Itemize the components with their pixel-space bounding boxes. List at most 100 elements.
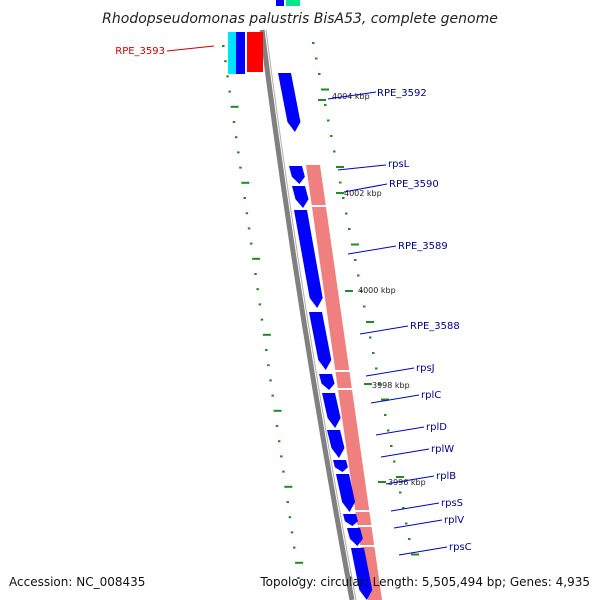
track-dot [273, 409, 282, 412]
track-dot [351, 243, 359, 246]
band-segment [306, 165, 326, 205]
kbp-label: 4000 kbp [358, 286, 396, 295]
track-dot [390, 445, 393, 447]
label-leader-line [365, 367, 415, 377]
accession-text: Accession: NC_008435 [9, 575, 145, 589]
track-dot [324, 104, 327, 106]
kbp-tick [378, 481, 386, 483]
track-dot [297, 577, 300, 579]
band-segment [355, 512, 372, 525]
gene-label[interactable]: RPE_3593 [115, 46, 165, 57]
track-dot [372, 352, 375, 354]
track-dot [405, 522, 408, 525]
track-dot [369, 336, 372, 339]
gene-label[interactable]: RPE_3589 [398, 241, 448, 252]
kbp-tick [318, 99, 326, 101]
track-dot [262, 333, 271, 336]
track-dot [402, 507, 405, 509]
track-dot [381, 398, 389, 401]
track-dot [312, 42, 315, 44]
track-dot [387, 429, 390, 432]
track-dot [360, 290, 363, 292]
gene-label[interactable]: RPE_3592 [377, 88, 427, 99]
feature-rpe-3593[interactable] [228, 32, 263, 74]
gene-label[interactable]: rpsL [388, 159, 410, 170]
label-leader-line [327, 91, 377, 100]
gene-arrow[interactable] [292, 186, 309, 208]
label-leader-line [343, 183, 388, 193]
track-dot [284, 485, 293, 488]
label-leader-line [398, 546, 448, 556]
track-dot [256, 288, 259, 291]
kbp-tick [336, 192, 344, 194]
track-dot [330, 135, 333, 137]
gene-arrow[interactable] [309, 312, 332, 370]
track-dot [348, 228, 351, 230]
gene-arrows [278, 73, 373, 600]
track-dot [411, 553, 419, 556]
red-feature [247, 32, 263, 72]
track-dot [384, 414, 387, 416]
track-dot [345, 212, 348, 215]
gene-label[interactable]: rpsC [449, 542, 472, 553]
band-segment [338, 390, 370, 510]
label-leader-line [166, 45, 215, 52]
gene-labels: RPE_3593 RPE_3592 rpsL RPE_3590 RPE_3589 RPE_… [115, 45, 472, 556]
track-dot [408, 538, 411, 540]
track-dot [252, 257, 261, 260]
gene-label[interactable]: rplW [431, 444, 454, 455]
gene-arrow[interactable] [294, 210, 323, 308]
track-dot [363, 305, 366, 308]
gene-label[interactable]: rplC [421, 390, 441, 401]
track-dot [393, 460, 396, 463]
track-dot [228, 90, 231, 93]
label-leader-line [337, 164, 387, 171]
kbp-label: 3996 kbp [388, 478, 426, 487]
track-dot [366, 321, 374, 323]
track-dot [222, 45, 225, 47]
gene-arrow[interactable] [322, 393, 341, 428]
track-dot [354, 259, 357, 261]
gene-label[interactable]: RPE_3588 [410, 321, 460, 332]
gene-label[interactable]: rpsJ [416, 363, 435, 374]
track-dot [321, 88, 329, 91]
track-dot [232, 121, 236, 123]
track-dot [258, 303, 262, 306]
gene-label[interactable]: rplD [426, 422, 447, 433]
gene-arrow[interactable] [347, 528, 363, 546]
gene-arrow[interactable] [333, 460, 348, 472]
track-dot [230, 105, 239, 108]
blue-feature-top [276, 0, 284, 6]
gene-arrow[interactable] [319, 374, 335, 390]
gene-arrow[interactable] [351, 548, 373, 600]
label-leader-line [390, 502, 440, 512]
gene-arrow[interactable] [278, 73, 301, 132]
label-leader-line [375, 426, 425, 436]
track-dot [275, 425, 279, 427]
gene-arrow[interactable] [327, 430, 345, 458]
track-dot [295, 561, 304, 564]
track-dot [265, 349, 268, 351]
gene-arrow[interactable] [343, 514, 358, 526]
genome-backbone [259, 29, 355, 600]
track-dot [234, 136, 238, 139]
gene-arrow[interactable] [336, 474, 356, 512]
gene-label[interactable]: rpsS [441, 498, 463, 509]
band-segment [357, 527, 375, 545]
gene-label[interactable]: rplV [444, 515, 464, 526]
track-dot [342, 197, 345, 199]
gene-label[interactable]: rplB [436, 471, 456, 482]
track-dot [237, 151, 240, 154]
gene-label[interactable]: RPE_3590 [389, 179, 439, 190]
gene-arrow[interactable] [289, 166, 305, 184]
outer-dotted-track [312, 42, 419, 556]
track-dot [339, 181, 342, 184]
kbp-label: 4004 kbp [332, 92, 370, 101]
track-dot [357, 274, 360, 277]
track-dot [288, 516, 292, 519]
track-dot [378, 383, 381, 385]
track-dot [269, 379, 272, 382]
kbp-scale: 4004 kbp 4002 kbp 4000 kbp 3998 kbp 3996 kbp [318, 92, 426, 487]
track-dot [243, 197, 246, 199]
